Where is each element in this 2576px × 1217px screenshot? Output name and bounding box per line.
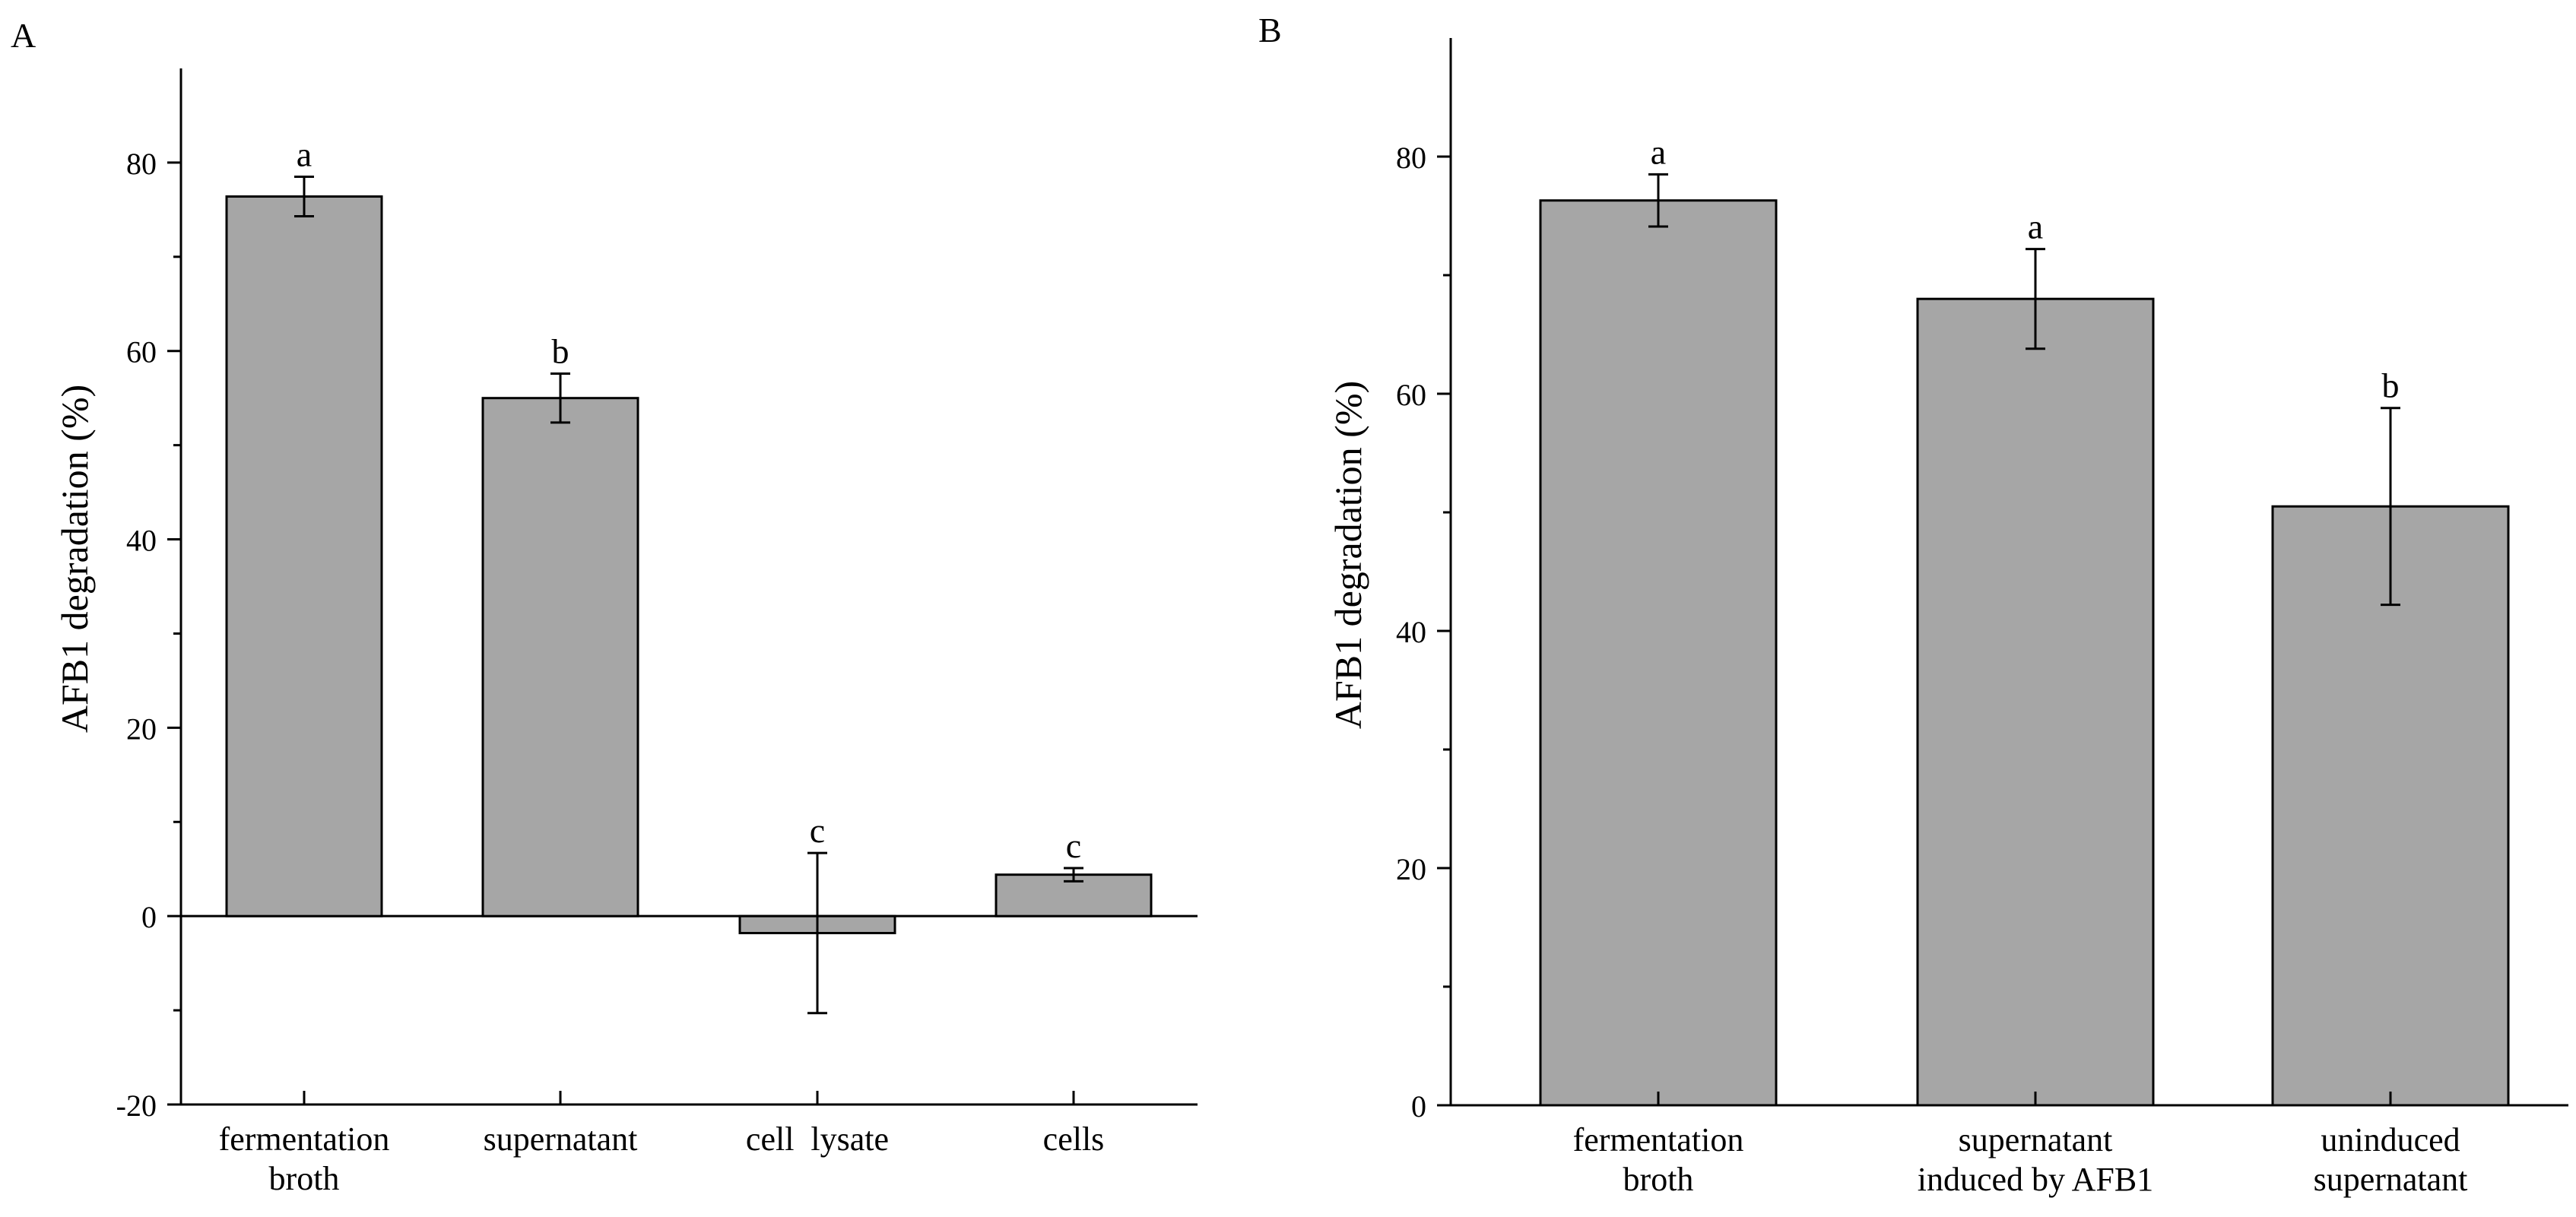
- panel-b-label: B: [1258, 11, 1282, 49]
- panel-a-y-tick-label: 80: [126, 147, 157, 181]
- panel-a: A AFB1 degradation (%) -20 0 20 40 60 80 a ferm…: [11, 16, 1198, 1197]
- panel-b: B AFB1 degradation (%) 0 20 40 60 80 a ferment…: [1258, 11, 2568, 1198]
- panel-a-category-label: supernatant: [484, 1120, 638, 1158]
- panel-b-category-label: fermentation: [1573, 1121, 1744, 1158]
- panel-a-significance-letter: a: [297, 135, 312, 173]
- panel-a-y-axis-title: AFB1 degradation (%): [53, 385, 96, 733]
- panel-a-category-label: broth: [269, 1160, 340, 1197]
- panel-b-significance-letter: a: [1651, 132, 1666, 171]
- panel-a-category-label: cells: [1043, 1120, 1105, 1158]
- panel-a-y-tick-label: -20: [116, 1089, 157, 1123]
- panel-b-category-label: broth: [1623, 1161, 1694, 1198]
- panel-a-significance-letter: b: [552, 331, 569, 370]
- panel-b-category-label: uninduced: [2321, 1121, 2460, 1158]
- panel-b-y-tick-label: 20: [1396, 852, 1426, 886]
- panel-b-y-tick-label: 40: [1396, 615, 1426, 649]
- panel-b-category-label: induced by AFB1: [1918, 1161, 2153, 1198]
- panel-b-y-axis-title: AFB1 degradation (%): [1327, 381, 1369, 729]
- panel-b-significance-letter: a: [2028, 208, 2043, 246]
- panel-a-y-tick-label: 0: [141, 900, 157, 934]
- panel-a-significance-letter: c: [1066, 826, 1081, 865]
- panel-b-significance-letter: b: [2382, 366, 2400, 405]
- panel-a-significance-letter: c: [810, 811, 825, 850]
- panel-b-bar: [2271, 505, 2510, 1107]
- panel-a-y-tick-label: 40: [126, 524, 157, 558]
- panel-b-y-tick-label: 0: [1411, 1089, 1426, 1124]
- panel-a-label: A: [11, 16, 36, 55]
- panel-a-y-tick-label: 20: [126, 712, 157, 746]
- panel-a-bar: [225, 195, 383, 918]
- panel-a-category-label: fermentation: [219, 1120, 390, 1158]
- panel-b-y-tick-label: 80: [1396, 141, 1426, 175]
- panel-b-y-tick-label: 60: [1396, 378, 1426, 412]
- panel-a-bar: [481, 397, 639, 918]
- panel-a-category-label: cell lysate: [746, 1120, 889, 1158]
- panel-a-y-tick-label: 60: [126, 335, 157, 369]
- panel-b-category-label: supernatant: [1959, 1121, 2113, 1158]
- panel-b-category-label: supernatant: [2314, 1161, 2468, 1198]
- panel-b-bar: [1539, 199, 1778, 1107]
- panel-b-bar: [1916, 297, 2155, 1107]
